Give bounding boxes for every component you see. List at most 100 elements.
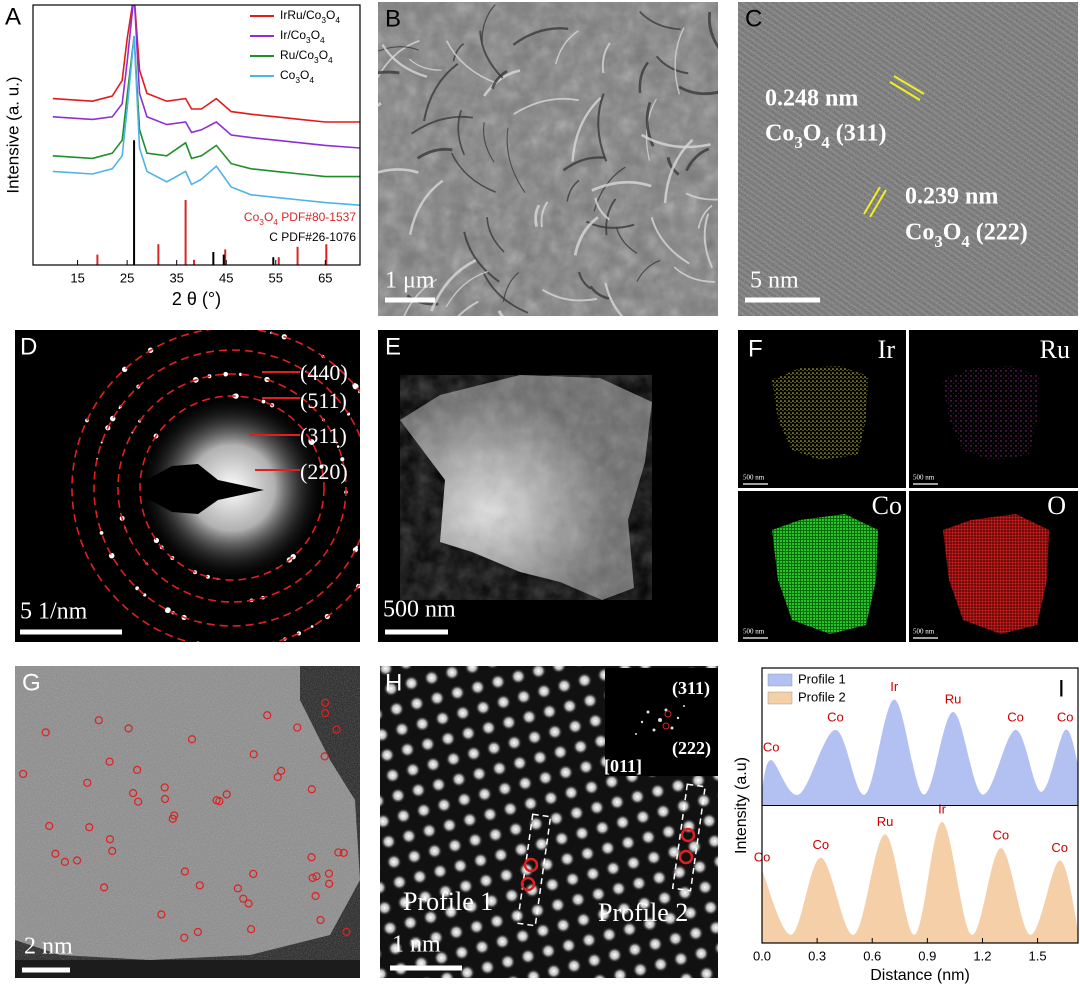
- atom-marker: [249, 869, 258, 879]
- flake: [422, 63, 459, 122]
- flake: [589, 285, 610, 300]
- peak-label: Ru: [877, 814, 894, 829]
- flake: [597, 93, 608, 162]
- x-tick-label: 0.3: [808, 948, 826, 963]
- atom-marker: [19, 769, 28, 779]
- element-map: [943, 366, 1039, 460]
- spot: [100, 441, 103, 444]
- atom-marker: [222, 790, 231, 799]
- atom-marker: [157, 910, 166, 919]
- flake: [378, 46, 419, 52]
- spot: [244, 330, 247, 331]
- x-tick-label: 1.5: [1029, 948, 1047, 963]
- flake: [655, 55, 689, 75]
- flake: [481, 4, 496, 42]
- panel-letter: B: [385, 5, 401, 32]
- atom-marker: [100, 883, 109, 892]
- atom-marker: [85, 823, 94, 832]
- flake: [482, 271, 529, 314]
- panel-b: B 1 μm: [378, 2, 718, 316]
- rings: [71, 330, 360, 642]
- peak-label: Co: [827, 709, 844, 724]
- atom-marker: [324, 869, 334, 878]
- atom-marker: [249, 750, 258, 759]
- flake: [410, 115, 474, 135]
- panel-e: E 500 nm: [378, 330, 718, 642]
- spot: [340, 457, 345, 462]
- flake: [707, 11, 718, 50]
- x-axis-label: Distance (nm): [870, 967, 970, 984]
- peak-label: Co: [1057, 709, 1074, 724]
- plot-frame: [32, 4, 361, 266]
- flake: [445, 270, 489, 308]
- element-map: [772, 366, 868, 460]
- spot: [336, 445, 340, 448]
- series-line: [52, 36, 360, 178]
- x-tick-label: 45: [219, 270, 233, 285]
- texture: [378, 2, 718, 316]
- flake: [497, 310, 504, 316]
- atom-marker: [293, 723, 302, 732]
- flake: [378, 168, 419, 174]
- flake: [604, 282, 624, 316]
- flake: [491, 70, 508, 90]
- atom-marker: [233, 884, 242, 893]
- panel-h: (311) (222) [011] Profile 1 Profile 2 H …: [380, 666, 718, 978]
- atom-marker: [124, 724, 133, 733]
- texture: [400, 375, 652, 600]
- flake: [591, 180, 652, 192]
- fringe-markers: [863, 75, 925, 218]
- flake: [486, 217, 505, 253]
- peak-label: Co: [1051, 840, 1068, 855]
- x-tick-label: 1.2: [973, 948, 991, 963]
- fft-marker: [662, 722, 670, 730]
- atom-marker: [244, 899, 253, 908]
- flake: [534, 204, 541, 227]
- atom-marker: [193, 927, 202, 937]
- atom-marker: [108, 846, 117, 856]
- atom-marker: [45, 821, 54, 831]
- element-map: [772, 514, 878, 634]
- x-tick-label: 65: [318, 270, 332, 285]
- flake: [566, 179, 580, 202]
- texture: [738, 2, 1078, 316]
- atom-marker: [321, 709, 330, 718]
- atom-marker: [307, 785, 316, 794]
- atom-marker: [72, 856, 82, 865]
- flake: [445, 40, 497, 84]
- annotation: 0.239 nm: [905, 184, 998, 210]
- scale-label: 5 1/nm: [20, 599, 88, 625]
- atom-marker: [160, 794, 170, 804]
- x-tick-label: 35: [169, 270, 183, 285]
- single-atoms: [19, 698, 351, 942]
- flake: [542, 288, 598, 302]
- atom-marker: [332, 725, 341, 734]
- peak-label: Co: [993, 828, 1010, 843]
- flake: [483, 122, 495, 163]
- spot: [320, 465, 323, 468]
- flake: [645, 101, 655, 147]
- panel-letter: H: [385, 669, 402, 696]
- atom-marker: [60, 857, 69, 867]
- peak-label: Ir: [938, 801, 947, 816]
- flake: [502, 272, 520, 303]
- atom-marker: [83, 778, 92, 787]
- flake: [555, 30, 579, 65]
- atom-marker: [168, 814, 177, 823]
- panel-letter: A: [5, 3, 21, 30]
- flake: [685, 147, 710, 172]
- flake: [408, 58, 442, 71]
- element-label: Co: [872, 491, 902, 520]
- flake: [685, 192, 718, 201]
- flake: [663, 138, 694, 204]
- legend-label: Co3O4: [280, 68, 314, 85]
- panel-g: G 2 nm: [15, 666, 360, 978]
- flake: [674, 27, 685, 95]
- atom-marker: [215, 797, 224, 806]
- reference-label: C PDF#26-1076: [269, 230, 356, 244]
- flake: [562, 156, 605, 172]
- ring-label: (220): [300, 459, 348, 484]
- inset-label: [011]: [604, 756, 642, 776]
- flake: [638, 10, 681, 31]
